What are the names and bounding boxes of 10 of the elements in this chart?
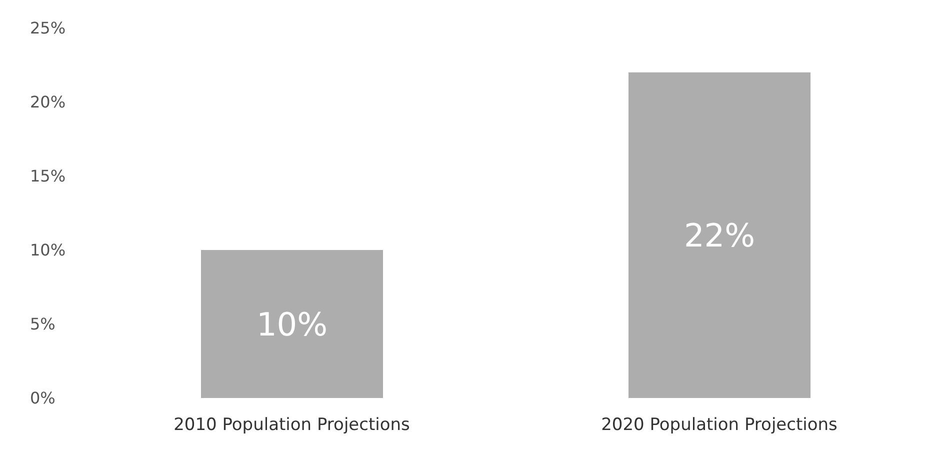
x-tick-label: 2020 Population Projections xyxy=(601,415,838,436)
y-tick-label: 10% xyxy=(30,240,66,260)
y-tick-label: 15% xyxy=(30,166,66,186)
y-tick-label: 20% xyxy=(30,92,66,112)
y-tick-label: 0% xyxy=(30,388,56,408)
y-tick-label: 25% xyxy=(30,18,66,38)
data-label: 10% xyxy=(256,305,328,344)
x-tick-label: 2010 Population Projections xyxy=(174,415,410,436)
data-label: 22% xyxy=(684,216,756,255)
y-tick-label: 5% xyxy=(30,314,56,334)
